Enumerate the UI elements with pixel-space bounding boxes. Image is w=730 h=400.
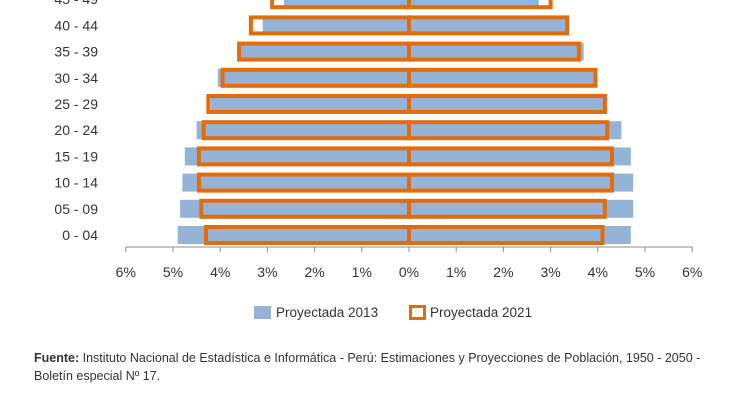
legend-swatch-2013 bbox=[254, 306, 271, 319]
category-label: 05 - 09 bbox=[54, 201, 98, 217]
bar-2013-left bbox=[196, 121, 409, 140]
bar-2021-right bbox=[407, 41, 581, 62]
x-tick-label: 2% bbox=[304, 264, 324, 280]
category-label: 40 - 44 bbox=[54, 17, 98, 33]
bar-2021-left bbox=[270, 0, 411, 10]
legend-label-2021: Proyectada 2021 bbox=[430, 305, 532, 320]
series-2021-bars bbox=[196, 0, 614, 245]
bar-2013-right bbox=[409, 95, 608, 113]
x-tick-label: 2% bbox=[493, 264, 513, 280]
bar-2013-left bbox=[262, 16, 409, 35]
x-axis-ticks: 6% 5% 4% 3% 2% 1% 0% 1% 2% 3% 4% 5% 6% bbox=[116, 247, 702, 280]
bar-2013-left bbox=[177, 226, 409, 244]
bar-2013-left bbox=[180, 199, 409, 218]
category-label: 20 - 24 bbox=[54, 122, 98, 138]
bar-2013-right bbox=[409, 68, 596, 87]
bar-2021-right bbox=[407, 94, 607, 114]
bar-2013-right bbox=[409, 16, 568, 35]
bar-2013-left bbox=[210, 95, 409, 113]
x-tick-label: 1% bbox=[446, 264, 466, 280]
legend-swatch-2021 bbox=[409, 305, 426, 320]
x-tick-label: 3% bbox=[540, 264, 560, 280]
bar-2013-right bbox=[409, 147, 631, 166]
series-2013-bars bbox=[177, 0, 634, 244]
bar-2021-right bbox=[407, 146, 614, 167]
bar-2013-right bbox=[409, 42, 584, 61]
category-label: 45 - 49 bbox=[54, 0, 98, 7]
category-label: 35 - 39 bbox=[54, 44, 98, 60]
x-tick-label: 4% bbox=[588, 264, 608, 280]
bar-2013-right bbox=[409, 121, 622, 140]
category-label: 0 - 04 bbox=[62, 227, 98, 243]
bar-2013-right bbox=[409, 226, 631, 244]
x-tick-label: 4% bbox=[210, 264, 230, 280]
category-label: 30 - 34 bbox=[54, 70, 98, 86]
bar-2013-left bbox=[182, 173, 409, 192]
bar-2013-left bbox=[283, 0, 409, 9]
x-tick-label: 6% bbox=[682, 264, 702, 280]
bar-2021-right bbox=[407, 67, 598, 88]
bar-2013-left bbox=[239, 42, 409, 61]
x-tick-label: 5% bbox=[163, 264, 183, 280]
category-label: 15 - 19 bbox=[54, 148, 98, 164]
bar-2021-right bbox=[407, 15, 570, 36]
source-text: Instituto Nacional de Estadística e Info… bbox=[34, 351, 701, 383]
bar-2021-right bbox=[407, 225, 605, 245]
bar-2021-right bbox=[407, 120, 610, 141]
bar-2021-right bbox=[407, 0, 553, 10]
legend-label-2013: Proyectada 2013 bbox=[276, 305, 378, 320]
bar-2021-right bbox=[407, 198, 607, 219]
bar-2021-right bbox=[407, 172, 614, 193]
category-label: 25 - 29 bbox=[54, 96, 98, 112]
bar-2013-right bbox=[409, 0, 539, 9]
x-tick-label: 0% bbox=[399, 264, 419, 280]
x-tick-label: 6% bbox=[116, 264, 136, 280]
source-note: Fuente: Instituto Nacional de Estadístic… bbox=[34, 349, 724, 385]
category-label: 10 - 14 bbox=[54, 175, 98, 191]
bar-2013-left bbox=[217, 68, 409, 87]
legend: Proyectada 2013 Proyectada 2021 bbox=[254, 305, 532, 320]
category-labels: 0 - 04 05 - 09 10 - 14 15 - 19 20 - 24 25 - 2… bbox=[54, 0, 98, 243]
x-tick-label: 5% bbox=[635, 264, 655, 280]
bar-2013-right bbox=[409, 173, 634, 192]
source-label: Fuente: bbox=[34, 351, 80, 365]
bar-2013-left bbox=[184, 147, 409, 166]
population-pyramid-chart: 6% 5% 4% 3% 2% 1% 0% 1% 2% 3% 4% 5% 6% 0 - 04 05 - 09… bbox=[54, 0, 702, 320]
x-tick-label: 3% bbox=[257, 264, 277, 280]
bar-2013-right bbox=[409, 199, 634, 218]
x-tick-label: 1% bbox=[352, 264, 372, 280]
